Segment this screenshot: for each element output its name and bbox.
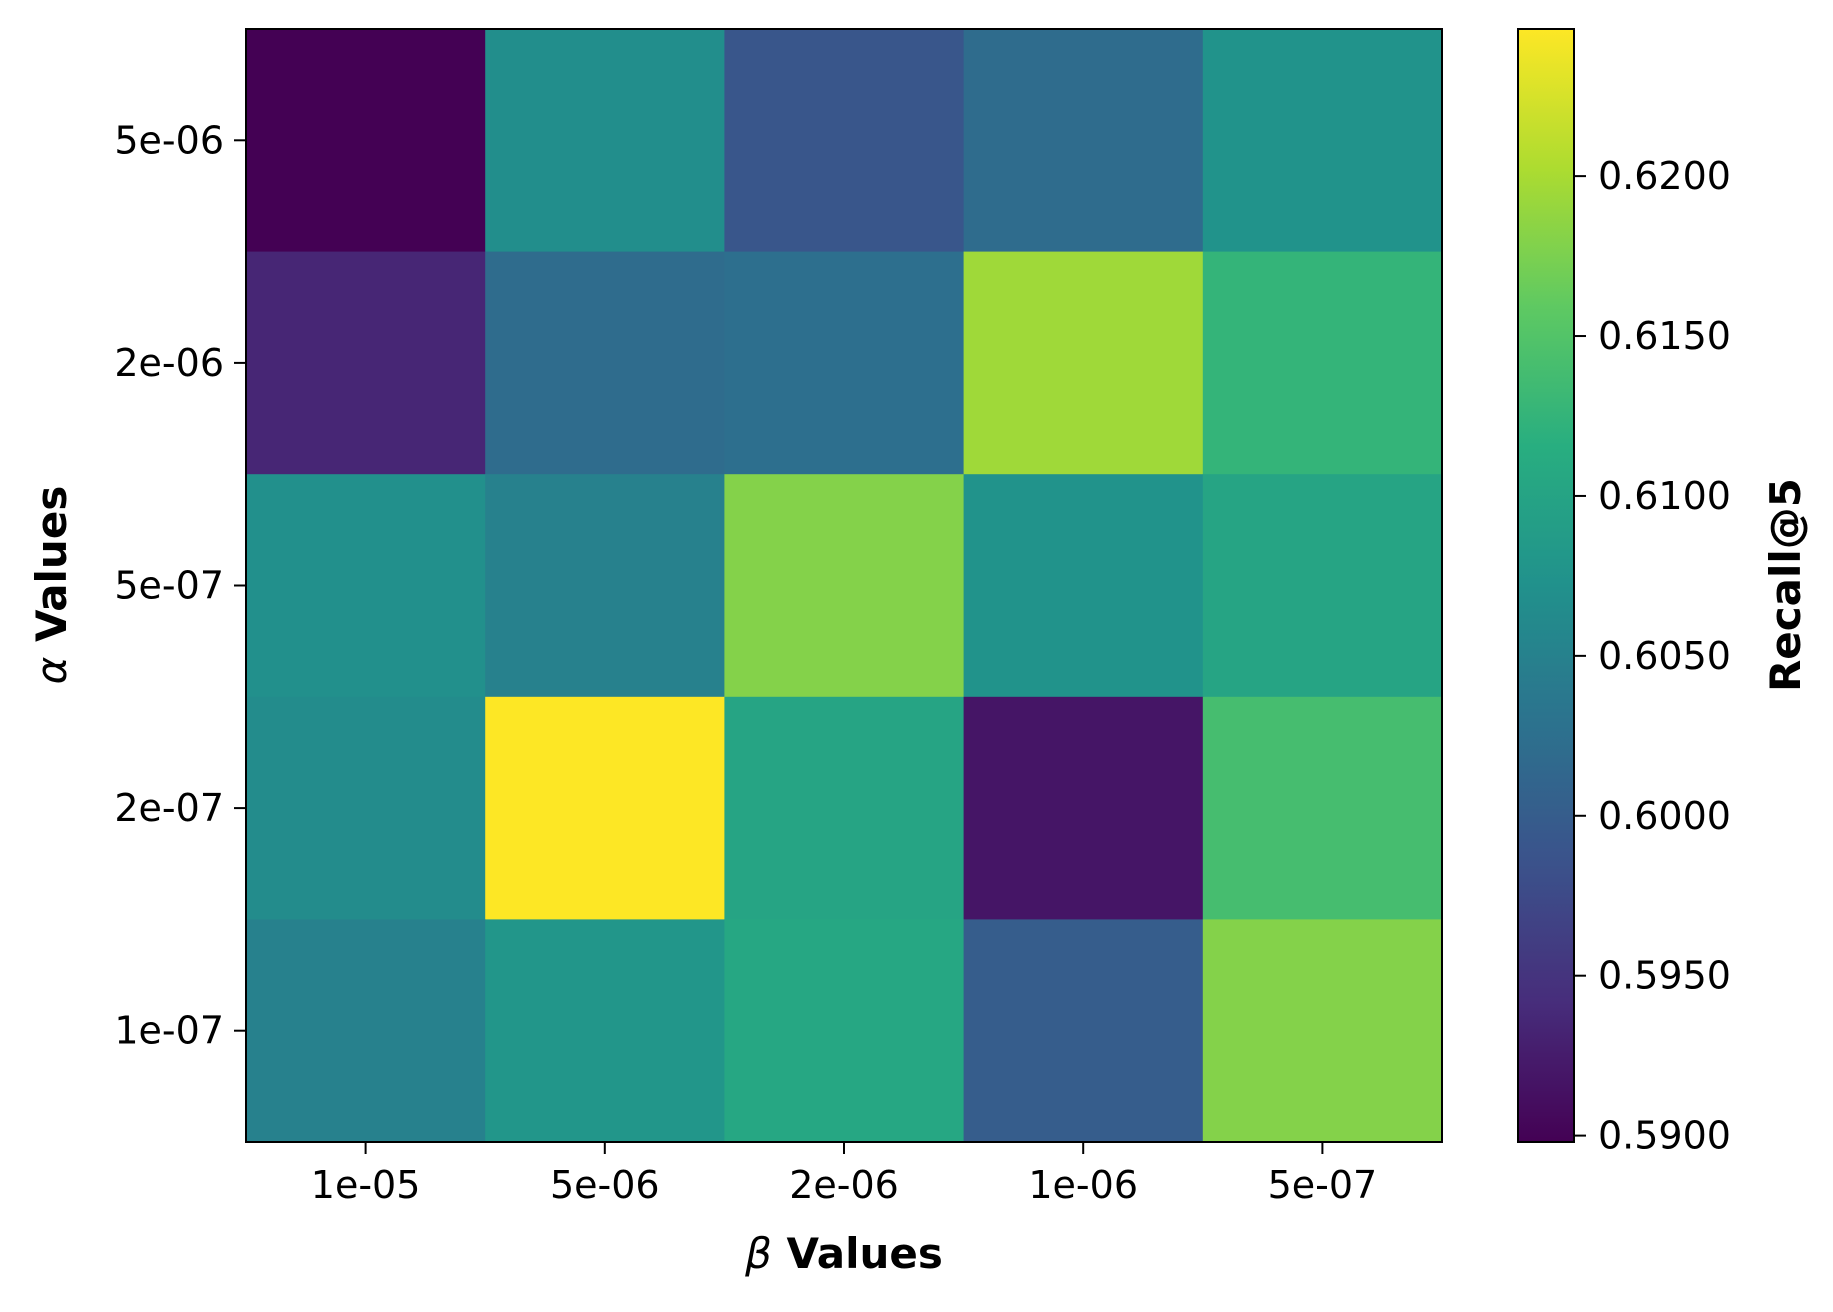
y-tick-label: 5e-07 <box>114 564 224 608</box>
heatmap-cell <box>963 919 1204 1143</box>
heatmap-cell <box>485 474 725 698</box>
colorbar-tick-label: 0.6100 <box>1598 474 1731 518</box>
heatmap-cells <box>246 29 1443 1143</box>
heatmap-cell <box>724 29 965 253</box>
x-tick-label: 2e-06 <box>789 1163 899 1207</box>
y-axis-symbol: α <box>27 656 76 684</box>
y-tick-label: 5e-06 <box>114 118 224 162</box>
x-tick-label: 1e-06 <box>1028 1163 1138 1207</box>
heatmap-cell <box>485 251 725 475</box>
y-axis-title: α Values <box>27 486 76 685</box>
colorbar <box>1517 28 1575 1143</box>
colorbar-tick-label: 0.6050 <box>1598 634 1731 678</box>
colorbar-tick-label: 0.5950 <box>1598 954 1731 998</box>
colorbar-tick-label: 0.6150 <box>1598 314 1731 358</box>
y-tick-label: 2e-07 <box>114 786 224 830</box>
heatmap-cell <box>485 919 725 1143</box>
y-axis-text: Values <box>27 486 76 642</box>
heatmap-cell <box>724 251 965 475</box>
heatmap-cell <box>724 474 965 698</box>
heatmap-cell <box>963 696 1204 920</box>
colorbar-tick-label: 0.6000 <box>1598 794 1731 838</box>
colorbar-ticks: 0.5900 0.5950 0.6000 0.6050 0.6100 0.6150 0.62… <box>1574 154 1731 1158</box>
heatmap-cell <box>1202 29 1443 253</box>
heatmap-cell <box>246 251 486 475</box>
heatmap-cell <box>724 696 965 920</box>
x-tick-label: 5e-07 <box>1268 1163 1378 1207</box>
x-axis-text: Values <box>787 1229 943 1278</box>
x-axis-ticks: 1e-05 5e-06 2e-06 1e-06 5e-07 <box>311 1142 1377 1207</box>
heatmap-cell <box>246 29 486 253</box>
heatmap-cell <box>246 919 486 1143</box>
heatmap-cell <box>485 696 725 920</box>
x-axis-symbol: β <box>744 1229 772 1278</box>
heatmap-cell <box>246 474 486 698</box>
x-tick-label: 5e-06 <box>550 1163 660 1207</box>
heatmap-cell <box>963 474 1204 698</box>
colorbar-title: Recall@5 <box>1761 478 1810 692</box>
heatmap-cell <box>485 29 725 253</box>
colorbar-tick-label: 0.6200 <box>1598 154 1731 198</box>
heatmap-cell <box>1202 696 1443 920</box>
heatmap-cell <box>246 696 486 920</box>
colorbar-tick-label: 0.5900 <box>1598 1114 1731 1158</box>
x-tick-label: 1e-05 <box>311 1163 421 1207</box>
y-tick-label: 1e-07 <box>114 1009 224 1053</box>
heatmap-cell <box>1202 919 1443 1143</box>
y-axis-ticks: 5e-06 2e-06 5e-07 2e-07 1e-07 <box>114 118 246 1053</box>
x-axis-title: β Values <box>744 1229 943 1278</box>
y-tick-label: 2e-06 <box>114 341 224 385</box>
heatmap-cell <box>724 919 965 1143</box>
heatmap-cell <box>1202 474 1443 698</box>
heatmap-cell <box>963 251 1204 475</box>
heatmap-cell <box>1202 251 1443 475</box>
heatmap-cell <box>963 29 1204 253</box>
